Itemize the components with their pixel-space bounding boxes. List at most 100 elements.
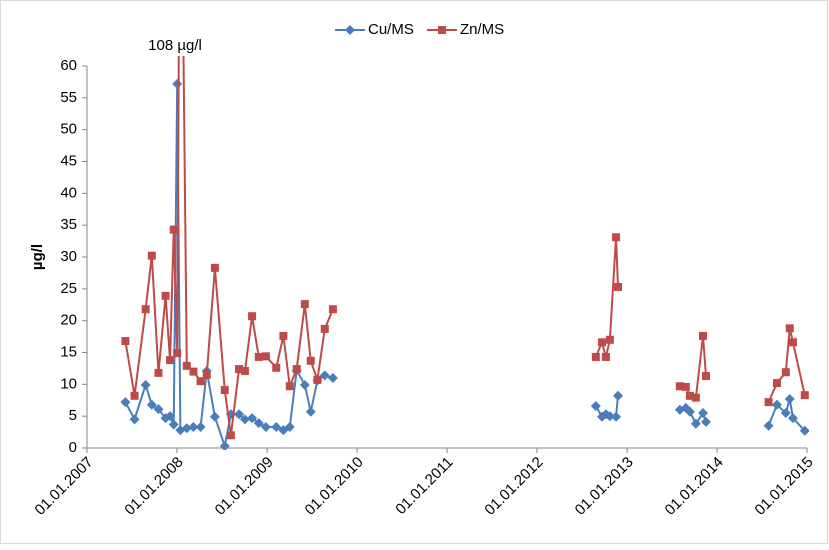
data-point: [328, 305, 337, 314]
legend-label: Zn/MS: [460, 21, 504, 38]
y-tick-label: 35: [60, 216, 77, 233]
data-point: [140, 379, 151, 390]
y-tick-label: 50: [60, 121, 77, 138]
data-point: [698, 407, 709, 418]
data-point: [130, 391, 139, 400]
y-tick-label: 0: [69, 439, 77, 456]
data-point: [279, 331, 288, 340]
data-point: [781, 368, 790, 377]
data-point: [172, 78, 183, 89]
data-point: [271, 421, 282, 432]
data-point: [272, 363, 281, 372]
data-point: [597, 338, 606, 347]
data-point: [161, 291, 170, 300]
data-point: [196, 377, 205, 386]
data-point: [240, 366, 249, 375]
data-point: [699, 331, 708, 340]
legend-marker: [438, 26, 446, 34]
data-point: [327, 372, 338, 383]
data-point: [248, 312, 257, 321]
y-tick-label: 10: [60, 375, 77, 392]
data-point: [771, 399, 782, 410]
data-point: [181, 423, 192, 434]
data-point: [209, 411, 220, 422]
y-axis-label: µg/l: [29, 244, 46, 270]
data-point: [300, 300, 309, 309]
y-tick-label: 60: [60, 57, 77, 74]
data-point: [313, 375, 322, 384]
data-point: [604, 411, 615, 422]
data-point: [320, 324, 329, 333]
data-point: [220, 386, 229, 395]
data-point: [611, 411, 622, 422]
data-point: [780, 407, 791, 418]
annotation: 108 µg/l: [148, 37, 202, 54]
data-point: [591, 352, 600, 361]
data-point: [129, 414, 140, 425]
data-point: [605, 335, 614, 344]
data-point: [253, 418, 264, 429]
legend-label: Cu/MS: [368, 21, 414, 38]
data-point: [787, 413, 798, 424]
data-point: [785, 324, 794, 333]
data-point: [188, 421, 199, 432]
data-point: [763, 420, 774, 431]
y-tick-label: 15: [60, 343, 77, 360]
data-point: [292, 365, 301, 374]
data-point: [306, 356, 315, 365]
data-point: [614, 282, 623, 291]
data-point: [690, 418, 701, 429]
y-tick-label: 20: [60, 312, 77, 329]
data-point: [299, 379, 310, 390]
data-point: [685, 391, 694, 400]
data-point: [691, 393, 700, 402]
data-point: [195, 421, 206, 432]
y-tick-label: 30: [60, 248, 77, 265]
data-point: [182, 361, 191, 370]
data-point: [234, 409, 245, 420]
data-point: [772, 379, 781, 388]
data-point: [226, 431, 235, 440]
data-point: [239, 414, 250, 425]
data-point: [285, 382, 294, 391]
data-point: [166, 356, 175, 365]
data-point: [219, 441, 230, 450]
data-point: [700, 416, 711, 427]
data-point: [684, 406, 695, 417]
data-point: [210, 263, 219, 272]
data-point: [154, 368, 163, 377]
data-point: [764, 398, 773, 407]
data-point: [254, 352, 263, 361]
data-point: [799, 425, 809, 436]
data-point: [601, 352, 610, 361]
y-tick-label: 55: [60, 89, 77, 106]
data-point: [121, 337, 130, 346]
data-point: [305, 406, 316, 417]
data-point: [247, 413, 258, 424]
data-point: [169, 225, 178, 234]
legend-marker: [345, 25, 355, 35]
y-tick-label: 25: [60, 280, 77, 297]
data-point: [319, 370, 330, 381]
data-point: [800, 391, 809, 400]
y-tick-label: 40: [60, 184, 77, 201]
data-point: [141, 305, 150, 314]
data-point: [261, 352, 270, 361]
data-point: [146, 399, 157, 410]
data-point: [784, 393, 795, 404]
data-point: [613, 390, 624, 401]
data-point: [202, 370, 211, 379]
data-point: [165, 411, 176, 422]
data-point: [788, 338, 797, 347]
data-point: [189, 367, 198, 376]
data-point: [612, 233, 621, 242]
data-point: [284, 421, 295, 432]
data-point: [701, 372, 710, 381]
y-tick-label: 5: [69, 407, 77, 424]
data-point: [681, 382, 690, 391]
data-point: [235, 365, 244, 374]
data-point: [173, 349, 182, 358]
data-point: [120, 397, 131, 408]
